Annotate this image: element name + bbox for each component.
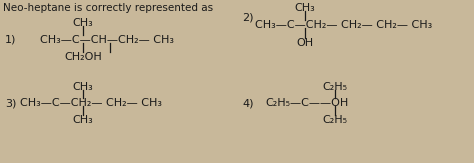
Text: Neo-heptane is correctly represented as: Neo-heptane is correctly represented as xyxy=(3,3,213,13)
Text: CH₃—C—CH₂— CH₂— CH₂— CH₃: CH₃—C—CH₂— CH₂— CH₂— CH₃ xyxy=(255,20,432,30)
Text: C₂H₅: C₂H₅ xyxy=(322,82,347,92)
Text: OH: OH xyxy=(296,38,314,48)
Text: CH₃: CH₃ xyxy=(73,82,93,92)
Text: CH₃: CH₃ xyxy=(295,3,315,13)
Text: CH₃—C—CH—CH₂— CH₃: CH₃—C—CH—CH₂— CH₃ xyxy=(40,35,174,45)
Text: 2): 2) xyxy=(242,12,254,22)
Text: C₂H₅—C——OH: C₂H₅—C——OH xyxy=(265,98,348,108)
Text: 4): 4) xyxy=(242,98,254,108)
Text: 3): 3) xyxy=(5,98,17,108)
Text: CH₃: CH₃ xyxy=(73,115,93,125)
Text: CH₃: CH₃ xyxy=(73,18,93,28)
Text: CH₃—C—CH₂— CH₂— CH₃: CH₃—C—CH₂— CH₂— CH₃ xyxy=(20,98,162,108)
Text: CH₂OH: CH₂OH xyxy=(64,52,102,62)
Text: C₂H₅: C₂H₅ xyxy=(322,115,347,125)
Text: 1): 1) xyxy=(5,35,17,45)
